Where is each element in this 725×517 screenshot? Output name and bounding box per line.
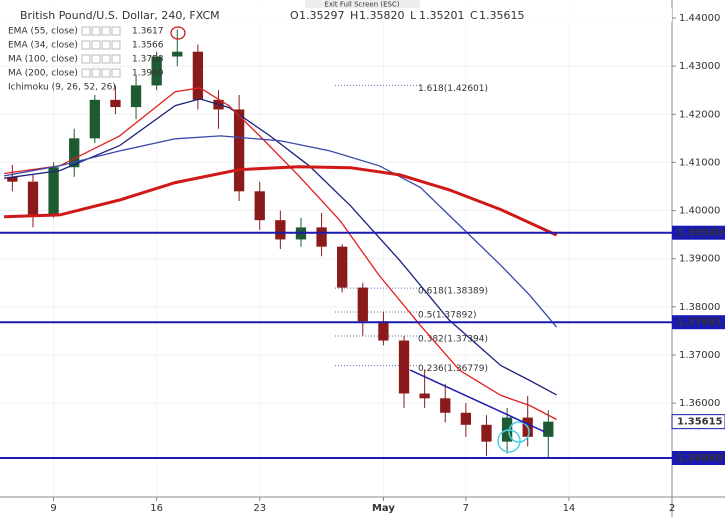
candle-body xyxy=(481,424,492,442)
y-tick-label: 1.39000 xyxy=(679,254,720,265)
ohlc-key: H xyxy=(350,9,358,22)
candle-body xyxy=(337,246,348,288)
indicator-button xyxy=(91,40,101,50)
candle-body xyxy=(398,340,410,394)
exit-fullscreen-label[interactable]: Exit Full Screen (ESC) xyxy=(324,1,399,9)
candle-body xyxy=(27,181,39,216)
candle-body xyxy=(254,191,265,221)
candle-body xyxy=(192,51,204,100)
level-tag xyxy=(672,451,725,466)
level-tag xyxy=(672,315,725,330)
y-tick-label: 1.37000 xyxy=(679,350,720,361)
indicator-button xyxy=(111,54,121,64)
moving-average xyxy=(4,87,557,421)
exit-fullscreen[interactable] xyxy=(305,0,420,9)
indicator-value: 1.3949 xyxy=(132,69,164,79)
y-tick-label: 1.38000 xyxy=(679,302,720,313)
y-tick-label: 1.42000 xyxy=(679,109,720,120)
candle-body xyxy=(69,138,80,168)
highlight-circle xyxy=(170,26,186,40)
moving-average xyxy=(3,135,558,328)
level-label: 1.34860 xyxy=(677,453,723,464)
indicator-button xyxy=(81,26,91,36)
x-tick-label: 23 xyxy=(253,503,266,514)
fib-label: 0.618(1.38389) xyxy=(418,287,488,297)
candle-body xyxy=(48,167,59,216)
indicator-button xyxy=(111,40,121,50)
ohlc-key: O xyxy=(290,9,299,22)
ohlc-value: 1.35820 xyxy=(359,9,405,22)
candle-body xyxy=(172,51,183,57)
indicator-value: 1.3566 xyxy=(132,41,164,51)
indicator-name: EMA (55, close) xyxy=(8,27,78,37)
indicator-button xyxy=(91,26,101,36)
y-tick-label: 1.36000 xyxy=(679,398,720,409)
moving-average xyxy=(4,165,558,237)
indicator-button xyxy=(101,40,111,50)
y-tick-label: 1.41000 xyxy=(679,157,720,168)
x-tick-label: 7 xyxy=(463,503,469,514)
fib-label: 0.236(1.36779) xyxy=(418,364,488,374)
indicator-button xyxy=(101,68,111,78)
indicator-button xyxy=(91,68,101,78)
candle-body xyxy=(440,398,451,413)
indicator-name: MA (100, close) xyxy=(8,55,78,65)
indicator-button xyxy=(111,26,121,36)
candle-body xyxy=(130,85,142,108)
last-price-label: 1.35615 xyxy=(677,417,723,428)
ohlc-value: 1.35201 xyxy=(419,9,465,22)
y-tick-label: 1.40000 xyxy=(679,206,720,217)
candle-body xyxy=(7,176,18,182)
candle-body xyxy=(110,99,121,108)
ohlc-value: 1.35297 xyxy=(299,9,345,22)
fib-label: 0.5(1.37892) xyxy=(418,311,477,321)
indicator-value: 1.3758 xyxy=(132,55,164,65)
candle-body xyxy=(460,412,472,425)
symbol: British Pound/U.S. Dollar, 240, FXCM xyxy=(20,9,220,22)
level-label: 1.39540 xyxy=(677,228,723,239)
indicator-button xyxy=(81,40,91,50)
x-tick-label: 9 xyxy=(50,503,56,514)
candle-body xyxy=(316,227,327,247)
indicator-button xyxy=(91,54,101,64)
ohlc-value: 1.35615 xyxy=(479,9,525,22)
trend-line xyxy=(409,369,546,433)
level-tag xyxy=(672,225,725,240)
x-tick-label: May xyxy=(372,503,395,514)
y-tick-label: 1.44000 xyxy=(679,13,720,24)
indicator-button xyxy=(81,54,91,64)
header-bg xyxy=(0,8,672,22)
indicator-name: EMA (34, close) xyxy=(8,41,78,51)
ohlc-key: L xyxy=(410,9,417,22)
indicator-button xyxy=(101,54,111,64)
candle-body xyxy=(419,393,430,399)
candle-body xyxy=(89,99,100,139)
y-tick-label: 1.43000 xyxy=(679,61,720,72)
highlight-circle xyxy=(508,421,530,443)
indicator-button xyxy=(81,68,91,78)
fib-label: 0.382(1.37394) xyxy=(418,335,488,345)
candle-body xyxy=(275,220,286,240)
indicator-value: 1.3617 xyxy=(132,27,164,37)
ohlc-key: C xyxy=(470,9,478,22)
x-tick-label: 16 xyxy=(150,503,163,514)
indicator-button xyxy=(111,68,121,78)
x-tick-label: 14 xyxy=(563,503,576,514)
moving-average xyxy=(4,98,557,396)
candle-body xyxy=(378,321,389,341)
last-price-tag xyxy=(671,414,725,430)
fib-label: 1.618(1.42601) xyxy=(418,84,488,94)
indicator-name: MA (200, close) xyxy=(8,69,78,79)
candle-body xyxy=(357,287,368,322)
indicator-button xyxy=(101,26,111,36)
candle-body xyxy=(543,421,554,437)
candle-body xyxy=(151,56,162,86)
level-label: 1.37681 xyxy=(677,317,723,328)
candle-body xyxy=(233,109,245,192)
indicator-name: Ichimoku (9, 26, 52, 26) xyxy=(8,83,116,93)
x-tick-label: 2 xyxy=(669,503,675,514)
